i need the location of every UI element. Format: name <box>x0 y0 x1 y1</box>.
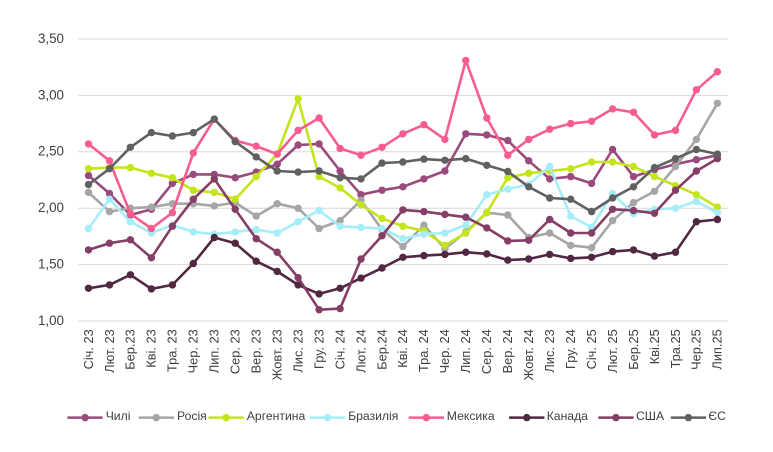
svg-text:Тра.25: Тра.25 <box>668 329 683 368</box>
svg-text:Бер.24: Бер.24 <box>374 329 389 369</box>
svg-text:2,50: 2,50 <box>38 144 64 159</box>
svg-text:Лют. 23: Лют. 23 <box>102 329 117 373</box>
svg-text:Вер. 23: Вер. 23 <box>249 329 264 373</box>
svg-text:Січ. 24: Січ. 24 <box>332 329 347 369</box>
svg-text:Вер. 24: Вер. 24 <box>500 329 515 373</box>
svg-text:Сер. 24: Сер. 24 <box>479 329 494 374</box>
svg-text:Канада: Канада <box>547 409 588 423</box>
svg-text:Жовт. 23: Жовт. 23 <box>270 329 285 380</box>
svg-text:Чер.25: Чер.25 <box>689 329 704 370</box>
svg-text:Мексика: Мексика <box>447 409 495 423</box>
svg-text:ЄС: ЄС <box>708 409 726 423</box>
svg-text:Тра. 23: Тра. 23 <box>165 329 180 372</box>
svg-text:Лип. 23: Лип. 23 <box>207 329 222 373</box>
svg-text:Тра. 24: Тра. 24 <box>416 329 431 372</box>
svg-text:Гру. 24: Гру. 24 <box>563 329 578 369</box>
svg-text:Чер. 23: Чер. 23 <box>186 329 201 373</box>
svg-text:Бер.23: Бер.23 <box>123 329 138 369</box>
svg-text:Лип. 24: Лип. 24 <box>458 329 473 373</box>
svg-text:Лют. 24: Лют. 24 <box>353 329 368 373</box>
svg-text:Січ. 25: Січ. 25 <box>584 329 599 369</box>
svg-text:Чилі: Чилі <box>106 409 131 423</box>
svg-text:Кві.25: Кві.25 <box>647 329 662 364</box>
svg-text:Кві. 23: Кві. 23 <box>144 329 159 367</box>
svg-text:1,50: 1,50 <box>38 257 64 272</box>
svg-text:Лип.25: Лип.25 <box>710 329 725 369</box>
svg-text:Жовт. 24: Жовт. 24 <box>521 329 536 380</box>
svg-text:Чер. 24: Чер. 24 <box>437 329 452 373</box>
svg-text:Бер.25: Бер.25 <box>626 329 641 369</box>
svg-text:Аргентина: Аргентина <box>247 409 306 423</box>
svg-text:Лис. 23: Лис. 23 <box>542 329 557 372</box>
svg-text:1,00: 1,00 <box>38 313 64 328</box>
svg-text:Гру. 23: Гру. 23 <box>311 329 326 369</box>
svg-text:Січ. 23: Січ. 23 <box>81 329 96 369</box>
svg-text:Кві. 24: Кві. 24 <box>395 329 410 367</box>
svg-text:Росія: Росія <box>177 409 207 423</box>
svg-text:3,00: 3,00 <box>38 87 64 102</box>
svg-text:3,50: 3,50 <box>38 31 64 46</box>
svg-text:Лис. 23: Лис. 23 <box>290 329 305 372</box>
svg-text:Бразилія: Бразилія <box>348 409 398 423</box>
svg-text:Лют. 25: Лют. 25 <box>605 329 620 373</box>
svg-text:США: США <box>636 409 665 423</box>
svg-text:2,00: 2,00 <box>38 200 64 215</box>
svg-text:Сер. 23: Сер. 23 <box>228 329 243 374</box>
